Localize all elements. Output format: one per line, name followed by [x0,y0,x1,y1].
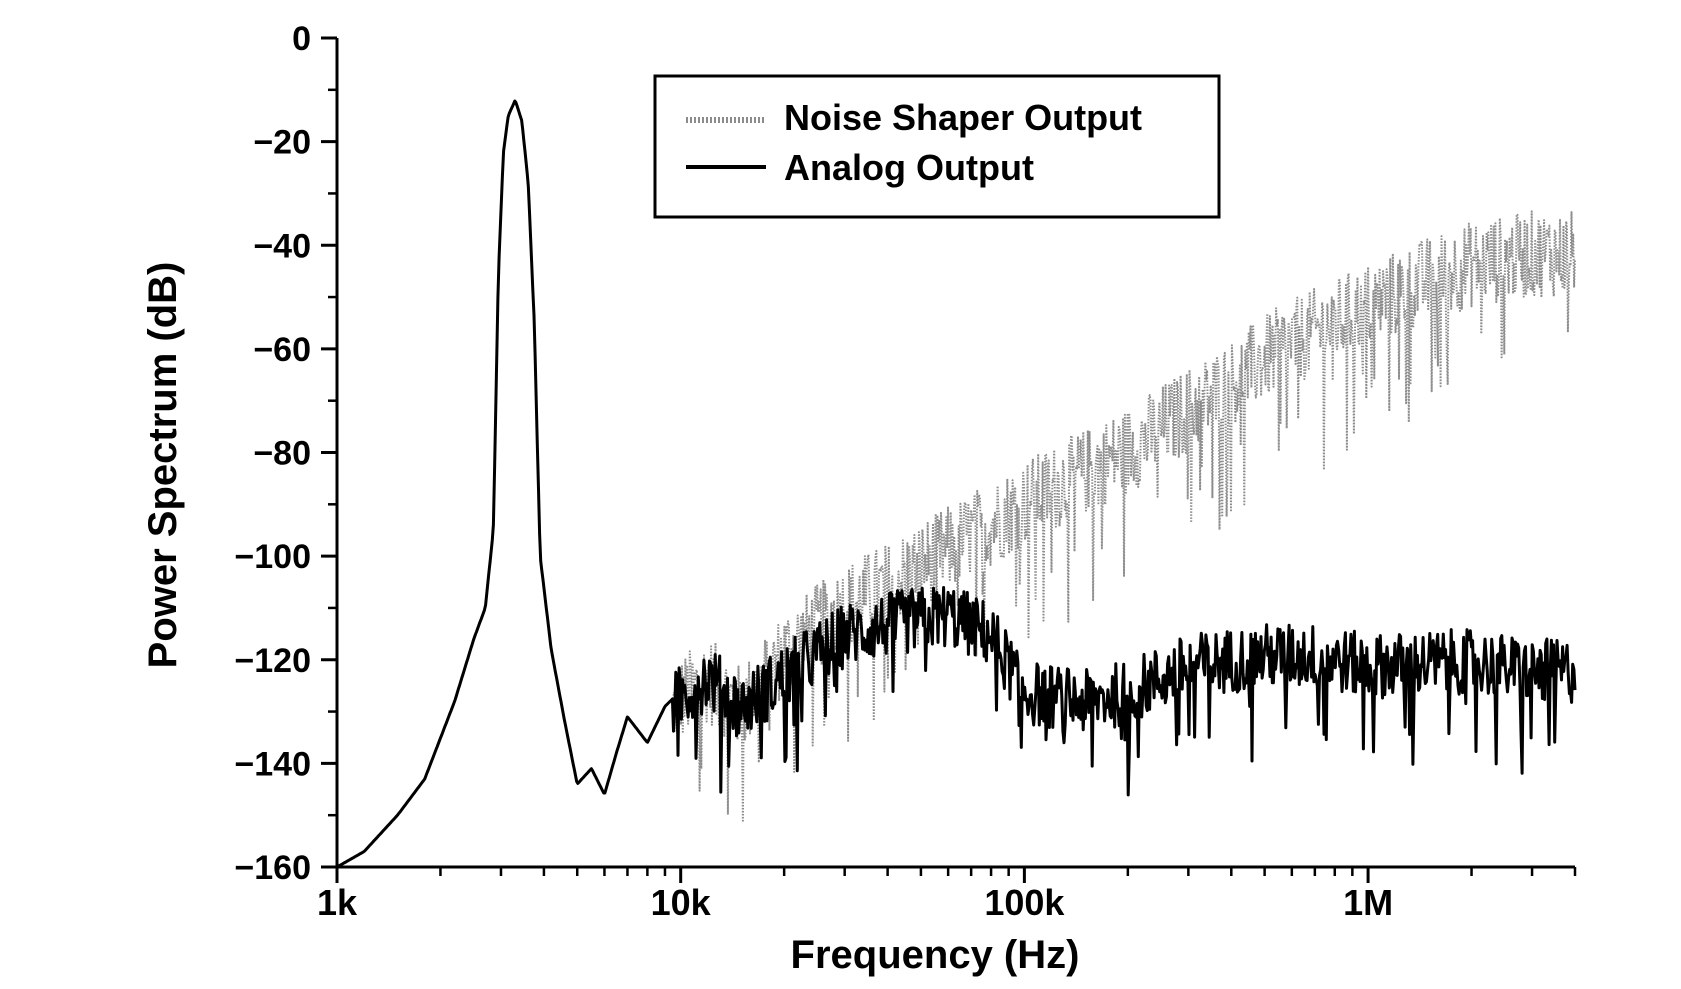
x-axis-title: Frequency (Hz) [791,933,1080,977]
x-tick-label: 100k [984,882,1065,923]
y-tick-label: −140 [234,745,311,783]
x-tick-label: 1M [1343,882,1393,923]
y-tick-label: −160 [234,849,311,887]
y-tick-label: −40 [253,227,311,265]
series-line-analog-output [336,99,1577,869]
y-tick-label: −60 [253,331,311,369]
legend: Noise Shaper Output Analog Output [653,74,1221,219]
y-tick-label: 0 [292,20,311,58]
legend-label-noise-shaper-output: Noise Shaper Output [784,97,1142,138]
y-tick-label: −80 [253,435,311,473]
legend-box [653,74,1221,219]
x-tick-label: 1k [317,882,358,923]
x-tick-label: 10k [651,882,712,923]
y-tick-label: −120 [234,642,311,680]
plot-series [336,99,1577,869]
legend-label-analog-output: Analog Output [784,147,1034,188]
y-tick-label: −100 [234,538,311,576]
y-tick-label: −20 [253,124,311,162]
y-axis-title: Power Spectrum (dB) [141,262,185,669]
